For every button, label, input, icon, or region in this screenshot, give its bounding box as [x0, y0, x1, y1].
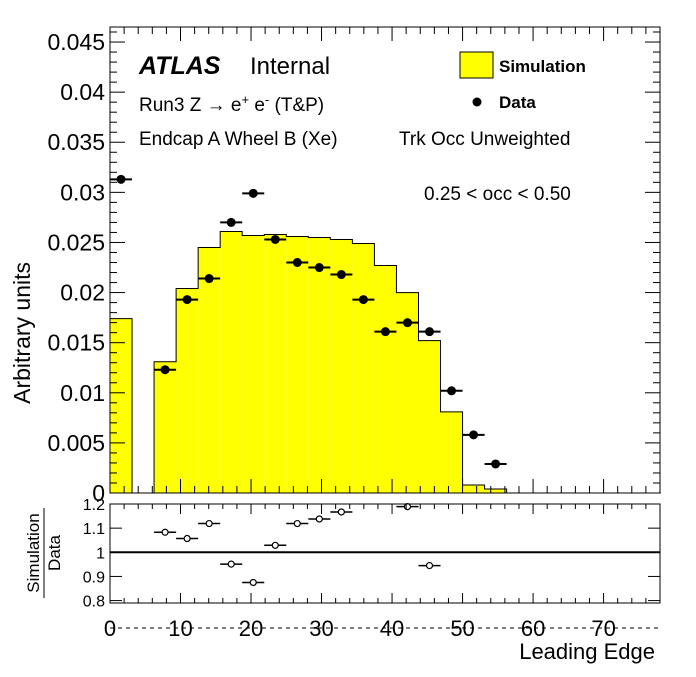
data-point [204, 274, 214, 284]
ratio-y-tick-label: 0.8 [83, 594, 105, 611]
data-point [160, 365, 170, 375]
simulation-bar [484, 488, 507, 493]
data-point [425, 327, 435, 337]
y-tick-label: 0.025 [47, 229, 105, 255]
simulation-bar [330, 239, 353, 493]
x-tick-label: 30 [309, 616, 333, 641]
main-x-ticks [109, 27, 661, 493]
ratio-point [271, 541, 279, 549]
ratio-y-label-numerator: Simulation [24, 513, 43, 592]
ratio-y-label-denominator: Data [45, 535, 64, 571]
region-label: Endcap A Wheel B (Xe) [139, 129, 338, 150]
data-point [270, 234, 280, 244]
x-tick-label: 70 [591, 616, 615, 641]
ratio-x-ticks: 0 10 20 30 40 50 60 70 [104, 504, 661, 641]
simulation-bar [154, 361, 177, 493]
data-point [314, 263, 324, 273]
data-point [491, 459, 501, 469]
internal-label: Internal [250, 53, 330, 80]
simulation-bar [264, 234, 287, 493]
data-point [402, 318, 412, 328]
process-label: Run3 Z → e+ e- (T&P) [139, 92, 324, 116]
simulation-bar [176, 288, 199, 493]
y-tick-label: 0.045 [47, 29, 105, 55]
data-point [469, 430, 479, 440]
simulation-bar [242, 235, 265, 493]
ratio-y-tick-label: 1 [96, 545, 105, 562]
x-tick-label: 10 [168, 616, 192, 641]
legend-data-label: Data [499, 93, 536, 112]
y-tick-label: 0.015 [47, 330, 105, 356]
weighting-label: Trk Occ Unweighted [399, 129, 570, 150]
ratio-point [315, 515, 323, 523]
simulation-histogram [109, 230, 661, 494]
simulation-bar [352, 243, 375, 493]
simulation-outline [109, 230, 661, 494]
y-tick-label: 0.01 [60, 380, 105, 406]
data-point [380, 327, 390, 337]
ratio-points [154, 503, 441, 587]
simulation-bar [396, 292, 419, 493]
simulation-bar [374, 265, 397, 493]
ratio-point [403, 503, 412, 511]
ratio-point [227, 560, 235, 568]
data-point [292, 258, 302, 268]
x-tick-label: 60 [521, 616, 545, 641]
x-axis-label: Leading Edge [519, 639, 655, 664]
y-tick-label: 0.04 [60, 79, 105, 105]
ratio-y-tick-label: 1.1 [83, 521, 105, 538]
data-point [226, 217, 236, 227]
main-y-ticks: 0 0.005 0.01 0.015 0.02 0.025 0.03 0.035 0.04 0.0… [47, 29, 660, 506]
ratio-point [249, 578, 257, 587]
x-tick-label: 40 [380, 616, 404, 641]
data-point [248, 188, 258, 198]
y-tick-label: 0.03 [60, 179, 105, 205]
ratio-point [205, 519, 213, 528]
ratio-y-axis-label: Simulation Data [24, 508, 64, 598]
ratio-y-tick-label: 1.2 [83, 497, 105, 514]
y-tick-label: 0 [92, 480, 105, 506]
data-point [358, 295, 368, 305]
simulation-bar [418, 340, 441, 493]
legend: Simulation Data [459, 51, 586, 112]
x-tick-label: 0 [104, 616, 116, 641]
simulation-bar [110, 318, 133, 493]
ratio-point [337, 508, 345, 516]
data-point [336, 270, 346, 280]
ratio-point [161, 528, 169, 536]
ratio-plot-frame [109, 503, 661, 604]
simulation-bar [462, 484, 485, 493]
x-tick-label: 20 [239, 616, 263, 641]
legend-data-marker [472, 97, 482, 107]
data-points [110, 174, 507, 469]
ratio-point [293, 519, 301, 528]
legend-simulation-swatch [459, 51, 494, 79]
atlas-label: ATLAS [138, 52, 221, 80]
x-tick-label: 50 [450, 616, 474, 641]
occupancy-range-label: 0.25 < occ < 0.50 [424, 184, 571, 205]
legend-simulation-label: Simulation [499, 57, 586, 76]
simulation-bar [308, 237, 331, 493]
y-tick-label: 0.005 [47, 430, 105, 456]
ratio-y-tick-label: 0.9 [83, 569, 105, 586]
ratio-y-ticks: 0.8 0.9 1 1.1 1.2 [83, 497, 660, 611]
ratio-point [183, 534, 191, 543]
simulation-bar [198, 247, 221, 493]
data-point [116, 174, 126, 184]
y-tick-label: 0.02 [60, 280, 105, 306]
main-y-axis-label: Arbitrary units [9, 262, 35, 404]
main-plot-frame [109, 26, 661, 494]
simulation-bar [286, 236, 309, 493]
data-point [182, 295, 192, 305]
y-tick-label: 0.035 [47, 129, 105, 155]
data-point [447, 386, 457, 396]
simulation-bar [220, 231, 243, 493]
ratio-point [425, 561, 434, 570]
simulation-bar [440, 411, 463, 493]
